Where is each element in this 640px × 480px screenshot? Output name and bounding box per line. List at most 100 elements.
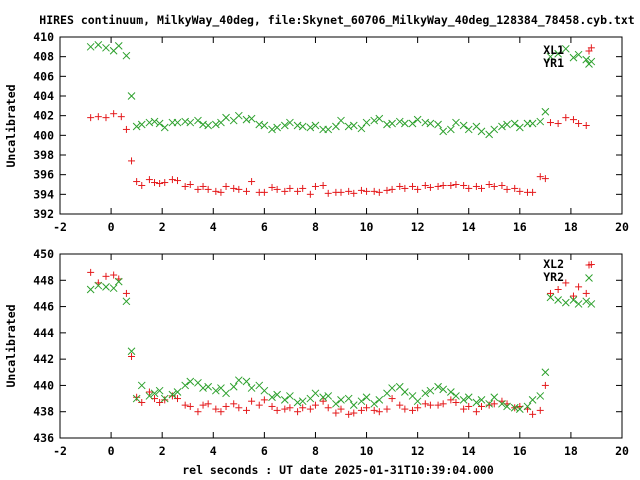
point-yr2-50 [401,388,409,396]
point-xl1-17 [194,185,202,193]
point-yr2-20 [211,386,220,395]
point-xl2-64 [490,400,498,408]
point-xl1-36 [311,182,319,190]
point-xl1-26 [248,178,256,186]
point-yr1-32 [286,118,294,127]
point-yr2-37 [319,393,327,402]
point-xl2-58 [452,399,460,407]
point-yr1-50 [401,119,409,128]
point-yr2-2 [102,283,110,291]
point-yr1-5-b [122,51,131,60]
point-xl1-1 [94,113,102,121]
point-yr1-44-b [362,118,371,127]
point-yr2-69-b [523,402,532,411]
point-yr1-34-b [298,122,307,131]
point-yr2-48-b [388,384,396,392]
point-yr2-25 [242,377,251,386]
point-yr1-54 [426,119,435,128]
point-yr2-67 [510,403,519,412]
point-yr2-62 [477,396,486,404]
point-yr2-1 [94,281,103,290]
point-yr1-47-b [383,120,391,129]
point-xl2-29 [268,402,276,410]
point-xl1-54 [426,183,434,191]
point-yr1-10 [150,117,159,126]
point-yr2-3-b [109,284,118,293]
point-yr2-57-b [446,388,455,396]
point-xl2-43 [357,406,365,414]
point-yr2-51-b [408,392,417,400]
point-yr1-19 [204,121,213,130]
point-yr2-73-b [546,293,555,302]
point-yr1-72-b [541,107,550,116]
point-yr1-41-b [344,122,353,131]
point-xl1-35 [306,190,314,198]
point-xl1-56 [439,181,447,189]
point-yr1-49-b [395,117,404,126]
point-yr1-11-b [155,119,164,128]
point-yr1-78 [582,55,591,64]
point-xl1-0 [87,114,95,122]
point-yr1-65-b [498,122,506,131]
point-yr1-2-b [102,43,110,52]
point-yr2-61 [472,398,481,407]
point-yr2-28 [260,386,269,395]
point-yr1-30 [273,123,281,132]
point-xl1-59 [460,181,468,189]
point-xl1-6 [128,157,136,165]
point-yr2-38 [324,392,333,400]
point-yr2-22 [222,389,230,398]
point-yr1-40-b [337,116,345,125]
point-yr1-45-b [370,116,379,125]
point-xl2-9 [145,388,153,396]
point-yr1-76 [569,53,578,62]
point-yr1-76-b [569,53,578,62]
point-yr2-14 [173,388,182,396]
plot-top-ylabel: Uncalibrated [4,84,18,167]
point-yr2-69 [523,402,532,411]
point-yr1-60 [464,125,473,134]
point-yr2-45 [370,399,379,408]
x-tick-label-1-0: -2 [53,444,67,458]
point-yr2-3 [109,284,118,293]
point-yr2-19-b [204,382,213,391]
y-tick-label-1-3: 442 [33,352,54,366]
plot-top-ticks: -2 0 2 4 6 8 10 12 14 16 18 20 392 394 396 398 400 402 404… [33,30,629,234]
point-yr1-74 [554,49,562,58]
point-yr2-79-b [587,300,596,308]
point-xl2-37 [319,397,327,405]
point-yr1-62-b [477,127,486,136]
point-yr2-13 [168,390,177,399]
point-yr2-34-b [298,397,307,406]
point-yr2-20-b [211,386,220,395]
point-yr2-59 [459,396,468,404]
point-yr1-49 [395,117,404,126]
point-xl2-41 [345,410,353,418]
point-xl2-14 [174,395,182,403]
point-yr2-74-b [554,296,562,304]
point-yr2-18-b [199,384,207,392]
point-xl1-28 [260,188,268,196]
y-tick-label-1-1: 438 [33,405,54,419]
point-yr1-1 [94,41,103,49]
point-yr2-26 [247,384,256,392]
x-tick-label-1-1: 0 [108,444,115,458]
point-xl1-42 [350,189,358,197]
x-tick-label-1-11: 20 [615,444,629,458]
point-xl2-78 [582,289,590,297]
point-xl2-31 [281,405,289,413]
point-xl1-48 [388,185,396,193]
point-yr2-34 [298,397,307,406]
x-tick-label-1-10: 18 [564,444,578,458]
point-xl2-57 [447,396,455,404]
point-yr2-26-b [247,384,256,392]
point-xl1-71 [536,173,544,181]
point-yr2-7 [132,394,141,403]
point-xl2-0 [87,268,95,276]
point-yr2-10 [150,389,159,398]
point-xl2-44 [363,404,371,412]
point-xl1-75 [562,114,570,122]
point-yr1-12-b [160,123,169,132]
x-tick-label-1-6: 10 [360,444,374,458]
point-yr2-57 [446,388,455,396]
